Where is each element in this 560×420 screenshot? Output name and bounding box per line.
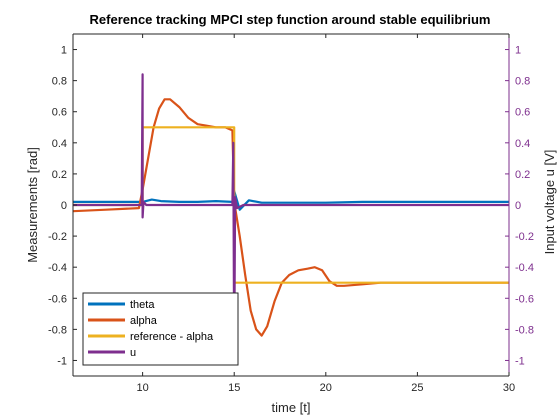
y-tick-label: 1 xyxy=(61,45,67,57)
y-axis-label: Measurements [rad] xyxy=(25,147,40,263)
series-layer xyxy=(72,73,509,365)
x-tick-label: 15 xyxy=(228,382,240,394)
series-line-u xyxy=(73,73,509,365)
legend: theta alpha reference - alpha u xyxy=(82,292,239,366)
y-right-tick-label: 1 xyxy=(515,45,521,57)
y-tick-label: -0.2 xyxy=(48,231,67,243)
y-tick-label: 0.4 xyxy=(52,138,67,150)
y-right-tick-label: 0.8 xyxy=(515,76,530,88)
series-line-alpha xyxy=(72,98,509,337)
y-right-tick-label: -0.2 xyxy=(515,231,534,243)
y-tick-label: 0 xyxy=(61,200,67,212)
y-tick-label: -0.4 xyxy=(48,262,67,274)
y-tick-label: -0.8 xyxy=(48,324,67,336)
axes-layer: 10 15 20 25 30-1-0.8-0.6-0.4-0.200.20.40.60.… xyxy=(48,33,534,394)
y-right-tick-label: 0.4 xyxy=(515,138,530,150)
x-tick-label: 20 xyxy=(320,382,332,394)
legend-entry-label: reference - alpha xyxy=(130,331,214,343)
y-tick-label: -1 xyxy=(57,355,67,367)
legend-entry-label: theta xyxy=(130,299,155,311)
y-right-tick-label: 0.6 xyxy=(515,107,530,119)
y-tick-label: -0.6 xyxy=(48,293,67,305)
y-right-tick-label: 0.2 xyxy=(515,169,530,181)
y-tick-label: 0.2 xyxy=(52,169,67,181)
y-right-tick-label: 0 xyxy=(515,200,521,212)
x-tick-label: 30 xyxy=(503,382,515,394)
y-right-tick-label: -0.4 xyxy=(515,262,534,274)
y-tick-label: 0.6 xyxy=(52,107,67,119)
x-tick-label: 10 xyxy=(136,382,148,394)
y-right-tick-label: -0.8 xyxy=(515,324,534,336)
y-right-tick-label: -0.6 xyxy=(515,293,534,305)
y-tick-label: 0.8 xyxy=(52,76,67,88)
legend-entry-label: u xyxy=(130,347,136,359)
x-axis-label: time [t] xyxy=(271,400,310,415)
x-tick-label: 25 xyxy=(411,382,423,394)
y-right-tick-label: -1 xyxy=(515,355,525,367)
legend-entry-label: alpha xyxy=(130,315,158,327)
chart-title: Reference tracking MPCI step function ar… xyxy=(90,12,491,27)
y-axis-right-label: Input voltage u [V] xyxy=(542,150,557,255)
